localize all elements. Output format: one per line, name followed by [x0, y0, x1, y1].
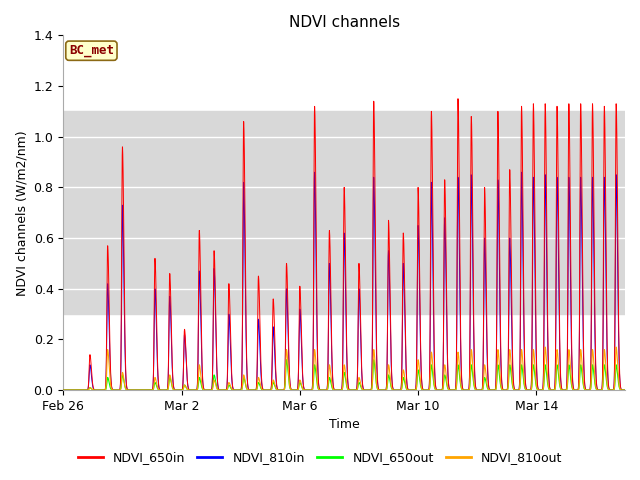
NDVI_810out — [62, 387, 70, 393]
NDVI_810out — [591, 381, 599, 386]
NDVI_810in — [170, 383, 177, 389]
NDVI_650out — [591, 383, 599, 389]
NDVI_650out — [62, 387, 70, 393]
NDVI_810out — [334, 387, 342, 393]
Line: NDVI_650in: NDVI_650in — [63, 99, 625, 390]
NDVI_810in — [83, 387, 90, 393]
Line: NDVI_810out: NDVI_810out — [63, 347, 625, 390]
Line: NDVI_810in: NDVI_810in — [63, 172, 625, 390]
NDVI_810in — [591, 352, 599, 358]
NDVI_810out — [170, 386, 177, 392]
NDVI_650in — [454, 96, 462, 102]
Line: NDVI_650out: NDVI_650out — [63, 360, 625, 390]
NDVI_650in — [60, 387, 67, 393]
NDVI_650in — [62, 387, 70, 393]
NDVI_650out — [93, 387, 100, 393]
NDVI_650out — [83, 387, 90, 393]
Text: BC_met: BC_met — [69, 44, 114, 57]
NDVI_810in — [518, 169, 525, 175]
NDVI_650in — [591, 340, 599, 346]
NDVI_650in — [334, 387, 342, 393]
NDVI_810in — [93, 387, 100, 393]
NDVI_810out — [621, 387, 629, 393]
X-axis label: Time: Time — [329, 419, 360, 432]
NDVI_810out — [83, 387, 90, 393]
NDVI_650in — [83, 387, 90, 393]
NDVI_650in — [621, 387, 629, 393]
NDVI_650out — [334, 387, 342, 393]
Title: NDVI channels: NDVI channels — [289, 15, 400, 30]
NDVI_810in — [621, 387, 629, 393]
NDVI_810out — [60, 387, 67, 393]
NDVI_650out — [621, 387, 629, 393]
Bar — [63, 111, 625, 314]
NDVI_810in — [62, 387, 70, 393]
Legend: NDVI_650in, NDVI_810in, NDVI_650out, NDVI_810out: NDVI_650in, NDVI_810in, NDVI_650out, NDV… — [72, 446, 568, 469]
Y-axis label: NDVI channels (W/m2/nm): NDVI channels (W/m2/nm) — [15, 130, 28, 296]
NDVI_650out — [170, 387, 177, 393]
NDVI_810in — [334, 387, 342, 393]
NDVI_650in — [93, 387, 100, 393]
NDVI_810in — [60, 387, 67, 393]
NDVI_810out — [93, 387, 100, 393]
NDVI_650out — [60, 387, 67, 393]
NDVI_810out — [541, 344, 549, 350]
NDVI_650in — [170, 382, 177, 388]
NDVI_650out — [370, 357, 378, 362]
